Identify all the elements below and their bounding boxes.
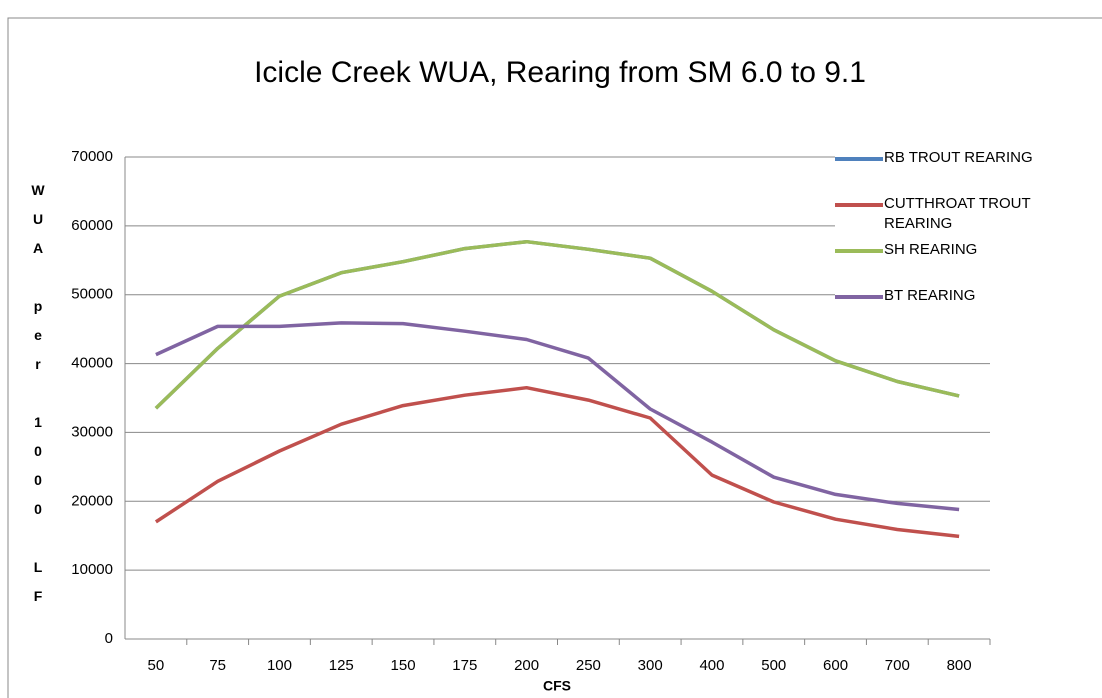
- legend-swatch: [835, 203, 883, 207]
- legend: RB TROUT REARING CUTTHROAT TROUT REARING S…: [835, 148, 1033, 332]
- legend-label: CUTTHROAT TROUT REARING: [884, 195, 1031, 232]
- legend-label: SH REARING: [884, 241, 978, 258]
- legend-label: BT REARING: [884, 287, 976, 304]
- x-tick-label: 150: [391, 657, 416, 674]
- x-tick-label: 250: [576, 657, 601, 674]
- x-tick-label: 200: [514, 657, 539, 674]
- series-line: [154, 239, 960, 410]
- y-tick-label: 40000: [71, 355, 113, 372]
- x-tick-label: 175: [452, 657, 477, 674]
- x-tick-label: 100: [267, 657, 292, 674]
- x-tick-label: 125: [329, 657, 354, 674]
- x-tick-label: 600: [823, 657, 848, 674]
- x-tick-label: 75: [209, 657, 226, 674]
- legend-item: BT REARING: [835, 286, 1025, 332]
- series-line: [154, 385, 960, 539]
- legend-item: RB TROUT REARING: [835, 148, 1033, 194]
- y-tick-label: 30000: [71, 423, 113, 440]
- legend-label: RB TROUT REARING: [884, 149, 1033, 166]
- x-tick-label: 500: [761, 657, 786, 674]
- y-tick-label: 10000: [71, 561, 113, 578]
- x-tick-label: 400: [699, 657, 724, 674]
- series-line: [155, 321, 960, 512]
- y-tick-label: 60000: [71, 217, 113, 234]
- x-tick-label: 700: [885, 657, 910, 674]
- x-axis-title: CFS: [543, 678, 571, 694]
- y-tick-label: 70000: [71, 148, 113, 165]
- x-tick-label: 800: [947, 657, 972, 674]
- chart-frame: [7, 17, 1102, 698]
- legend-item: SH REARING: [835, 240, 1025, 286]
- chart-title: Icicle Creek WUA, Rearing from SM 6.0 to…: [254, 56, 866, 89]
- legend-swatch: [835, 249, 883, 253]
- legend-item: CUTTHROAT TROUT REARING: [835, 194, 1030, 240]
- y-tick-label: 20000: [71, 492, 113, 509]
- y-axis-title: WUA per 1000 LF: [30, 182, 46, 617]
- y-tick-label: 0: [105, 630, 113, 647]
- x-tick-label: 300: [638, 657, 663, 674]
- y-tick-label: 50000: [71, 286, 113, 303]
- legend-swatch: [835, 295, 883, 299]
- x-tick-label: 50: [148, 657, 165, 674]
- legend-swatch: [835, 157, 883, 161]
